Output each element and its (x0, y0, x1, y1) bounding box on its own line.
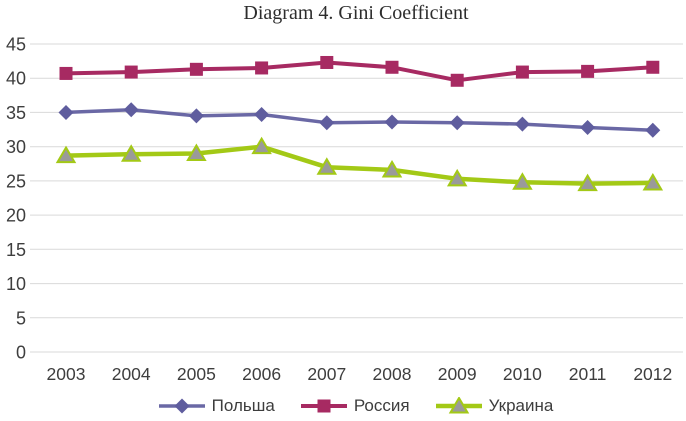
legend-item-1: Россия (300, 395, 410, 416)
diamond-marker (188, 108, 204, 124)
diamond-marker (174, 398, 190, 413)
triangle-marker (251, 136, 272, 155)
triangle-marker (512, 172, 533, 190)
triangle-marker (642, 172, 664, 191)
y-tick-label: 10 (6, 274, 26, 294)
diamond-marker (123, 102, 139, 118)
triangle-marker (186, 143, 207, 162)
diamond-marker (449, 115, 465, 131)
diamond-marker (254, 106, 270, 122)
chart-legend: Польша Россия Украина (26, 390, 686, 421)
diamond-marker (580, 120, 596, 136)
triangle-marker (120, 144, 142, 162)
y-tick-label: 30 (6, 137, 26, 157)
square-marker (385, 60, 399, 74)
series-line (65, 107, 653, 132)
x-tick-label: 2012 (633, 364, 672, 384)
y-tick-label: 0 (16, 343, 26, 363)
diamond-marker (645, 122, 661, 138)
y-tick-label: 45 (6, 35, 26, 55)
x-tick-label: 2007 (307, 364, 346, 384)
x-tick-label: 2011 (569, 364, 607, 384)
legend-label: Россия (353, 395, 410, 415)
series-square (59, 55, 660, 87)
x-tick-label: 2010 (503, 364, 542, 384)
series-line (65, 144, 653, 186)
triangle-marker (577, 173, 598, 192)
triangle-marker (381, 159, 403, 178)
triangle-marker (446, 168, 468, 187)
chart-title: Diagram 4. Gini Coefficient (243, 2, 469, 24)
line-chart-plot-area: 0 5 10 15 20 25 30 35 40 45 2003 2004 2005 2006 2007 20… (6, 35, 683, 384)
square-marker (320, 55, 334, 69)
square-marker (59, 66, 73, 80)
y-tick-label: 25 (6, 171, 26, 191)
square-marker (646, 60, 660, 74)
series-line (65, 60, 653, 83)
triangle-marker (316, 157, 338, 175)
square-marker (189, 62, 203, 76)
diamond-marker (514, 116, 530, 132)
x-tick-label: 2004 (112, 364, 151, 384)
triangle-marker (448, 396, 469, 413)
triangle-marker (55, 145, 77, 164)
square-marker (255, 61, 269, 75)
diamond-marker (319, 115, 335, 131)
diamond-marker (384, 114, 400, 130)
legend-swatch-diamond-icon (158, 398, 205, 413)
legend-item-2: Украина (435, 395, 554, 416)
y-tick-label: 35 (6, 103, 26, 123)
y-tick-label: 5 (16, 308, 26, 328)
square-marker (124, 65, 138, 79)
square-marker (581, 64, 595, 78)
x-tick-label: 2005 (177, 364, 216, 384)
square-marker (450, 73, 464, 87)
x-tick-label: 2003 (47, 364, 86, 384)
series-triangle (55, 136, 664, 192)
legend-swatch-triangle-icon (435, 396, 482, 413)
legend-swatch-square-icon (300, 399, 347, 412)
x-tick-label: 2006 (242, 364, 281, 384)
legend-item-0: Польша (158, 395, 275, 416)
square-marker (317, 399, 331, 412)
x-tick-label: 2008 (373, 364, 412, 384)
y-tick-label: 40 (6, 69, 26, 89)
y-tick-label: 20 (6, 206, 26, 226)
series-diamond (58, 102, 661, 138)
square-marker (515, 65, 529, 79)
diamond-marker (58, 104, 74, 120)
y-tick-label: 15 (6, 240, 26, 260)
x-tick-label: 2009 (438, 364, 477, 384)
legend-label: Украина (488, 395, 554, 415)
legend-label: Польша (211, 395, 275, 415)
